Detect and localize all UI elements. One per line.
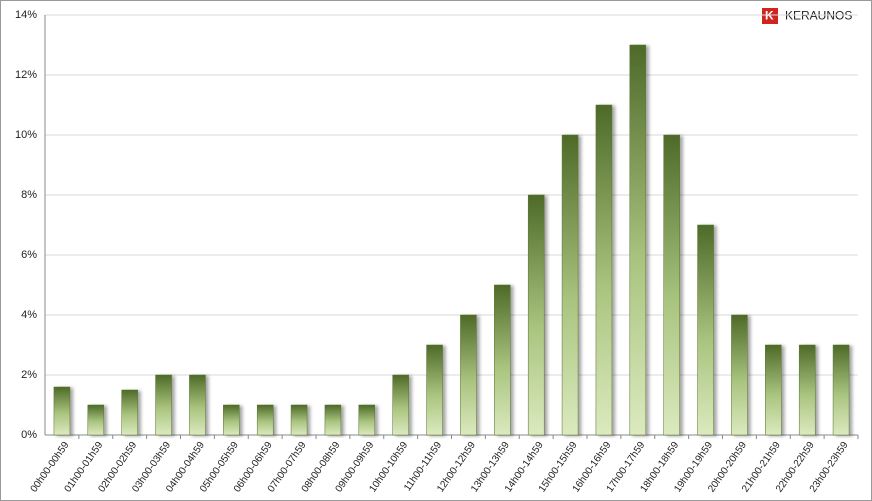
y-tick-label: 2% <box>21 369 37 381</box>
bar <box>189 374 206 436</box>
bar <box>595 104 613 436</box>
bar <box>358 404 376 436</box>
bar <box>527 194 545 436</box>
logo-mark <box>762 8 778 24</box>
y-tick-label: 12% <box>15 69 37 81</box>
bar <box>223 404 240 436</box>
bar <box>494 284 511 436</box>
logo: K KERAUNOS <box>762 8 852 24</box>
bar <box>53 386 71 436</box>
bar <box>798 344 816 436</box>
bar <box>290 404 308 436</box>
bar <box>731 314 748 436</box>
y-tick-label: 0% <box>21 429 37 441</box>
bar <box>155 374 172 436</box>
bar <box>392 374 409 436</box>
logo-letter: K <box>765 9 774 23</box>
y-tick-label: 6% <box>21 249 37 261</box>
y-tick-label: 8% <box>21 189 37 201</box>
bar <box>561 134 579 436</box>
bar <box>663 134 680 436</box>
y-tick-label: 14% <box>15 9 37 21</box>
bar <box>629 44 647 436</box>
brand: KERAUNOS <box>785 9 852 23</box>
bar <box>256 404 274 436</box>
bar <box>697 224 714 436</box>
y-tick-label: 4% <box>21 309 37 321</box>
bar <box>832 344 850 436</box>
bar <box>426 344 443 436</box>
bar <box>87 404 105 436</box>
bar <box>765 344 782 436</box>
bar <box>121 389 138 436</box>
bar <box>324 404 342 436</box>
y-tick-label: 10% <box>15 129 37 141</box>
bar <box>460 314 477 436</box>
